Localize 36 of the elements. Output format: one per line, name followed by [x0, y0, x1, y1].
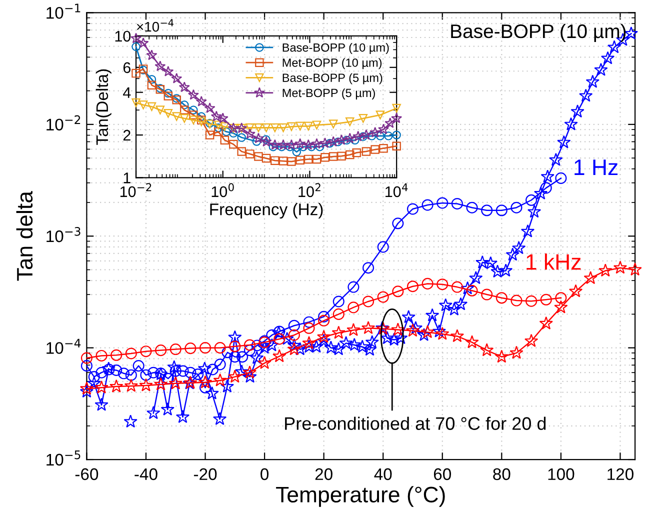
- y-tick-label: 1: [124, 172, 130, 184]
- y-tick-label: 10$^{−1}$: [46, 4, 80, 19]
- y-axis-title: Tan delta: [16, 191, 33, 281]
- x-tick-label: 10$^{4}$: [386, 183, 408, 198]
- x-tick-label: -20: [194, 468, 217, 480]
- legend-label: Met-BOPP (5 µm): [282, 88, 375, 100]
- x-tick-label: 10$^{2}$: [298, 183, 320, 198]
- legend-label: Base-BOPP (10 µm): [282, 43, 389, 54]
- y-tick-label: 10: [115, 30, 131, 42]
- x-tick-label: -40: [134, 468, 158, 480]
- x-tick-label: 20: [315, 468, 332, 480]
- y-tick-label: 10$^{−3}$: [46, 226, 80, 242]
- y-tick-label: 2: [123, 130, 130, 141]
- legend-label: Base-BOPP (5 µm): [282, 73, 382, 84]
- x-tick-label: 40: [374, 468, 392, 480]
- legend-label: Met-BOPP (10 µm): [282, 58, 382, 70]
- x-axis-title: Frequency (Hz): [210, 203, 323, 219]
- y-tick-label: 10$^{−5}$: [46, 450, 80, 466]
- x-tick-label: 120: [608, 468, 634, 480]
- x-tick-label: 60: [434, 468, 451, 480]
- x-axis-title: Temperature (°C): [276, 486, 445, 507]
- y-axis-title: Tan(Delta): [96, 69, 112, 145]
- annotation: Pre-conditioned at 70 °C for 20 d: [285, 416, 546, 430]
- x-tick-label: 80: [493, 468, 510, 480]
- x-tick-label: 100: [548, 468, 574, 480]
- x-tick-label: -60: [75, 468, 98, 480]
- y-tick-label: 6: [123, 62, 130, 74]
- y-tick-label: 10$^{−4}$: [46, 338, 81, 354]
- annotation: ×10$^{−4}$: [136, 19, 174, 32]
- x-tick-label: 10$^{0}$: [212, 183, 234, 198]
- y-tick-label: 10$^{−2}$: [46, 115, 80, 130]
- x-tick-label: 0: [260, 468, 269, 480]
- y-tick-label: 4: [123, 87, 131, 98]
- annotation: Base-BOPP (10 µm): [451, 24, 626, 42]
- series-label: 1 kHz: [526, 254, 581, 270]
- series-label: 1 Hz: [574, 160, 618, 175]
